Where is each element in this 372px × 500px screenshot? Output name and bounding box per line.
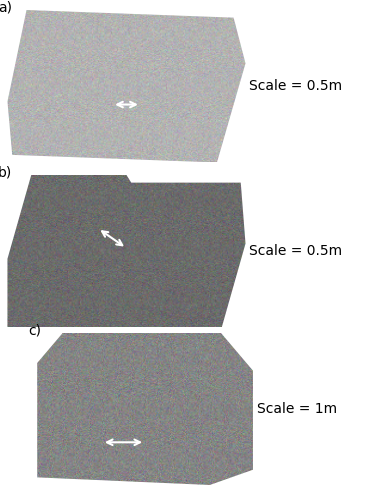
Text: c): c) [29, 324, 42, 338]
Text: a): a) [0, 1, 12, 15]
Text: Scale = 1m: Scale = 1m [257, 402, 337, 416]
Text: Scale = 0.5m: Scale = 0.5m [249, 79, 342, 93]
Text: Scale = 0.5m: Scale = 0.5m [249, 244, 342, 258]
Text: b): b) [0, 166, 12, 180]
